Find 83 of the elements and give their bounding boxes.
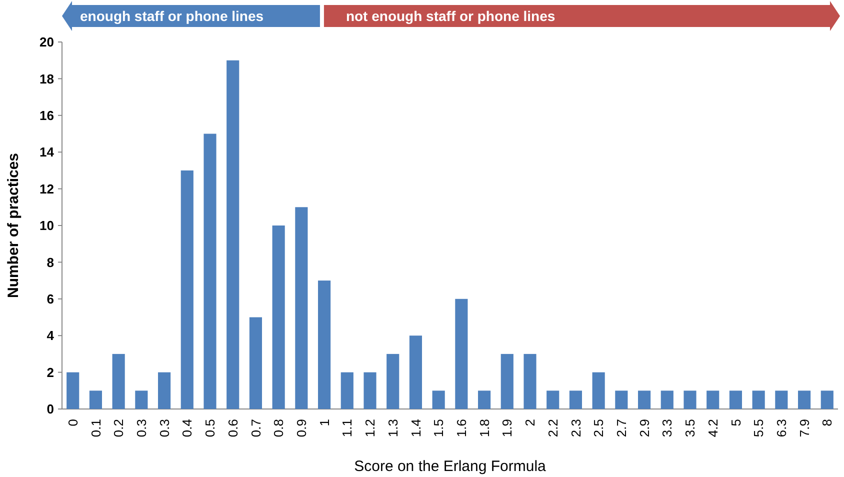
bar <box>226 60 240 409</box>
y-tick-label: 0 <box>46 402 54 417</box>
x-tick-label: 1.1 <box>340 419 355 438</box>
bar <box>478 390 491 409</box>
bar <box>272 226 285 409</box>
y-tick-label: 4 <box>46 328 55 344</box>
bar <box>615 390 628 409</box>
x-tick-label: 2.2 <box>545 419 560 438</box>
bar <box>660 390 674 409</box>
x-tick-label: 8 <box>820 419 835 426</box>
bar <box>158 372 171 409</box>
bar <box>386 354 400 409</box>
bar <box>546 390 560 409</box>
bar <box>295 207 308 409</box>
x-tick-label: 0.8 <box>271 419 286 438</box>
y-tick-label: 6 <box>46 291 54 306</box>
x-tick-label: 0.6 <box>225 419 240 438</box>
x-tick-label: 0.9 <box>294 419 309 438</box>
x-tick-label: 5.5 <box>751 419 766 438</box>
x-tick-label: 6.3 <box>774 419 789 438</box>
bar <box>409 336 422 409</box>
x-tick-label: 0.5 <box>202 419 218 438</box>
y-tick-label: 8 <box>46 254 54 270</box>
y-tick-label: 16 <box>40 108 54 123</box>
bar <box>340 372 354 409</box>
bar <box>180 170 194 409</box>
bar <box>204 134 216 409</box>
x-tick-label: 1.2 <box>362 419 378 438</box>
x-tick-label: 1 <box>316 419 332 426</box>
x-tick-label: 5 <box>728 419 744 426</box>
bar <box>500 354 514 409</box>
x-tick-label: 0.3 <box>134 419 149 438</box>
x-tick-label: 1.9 <box>500 419 515 438</box>
bar <box>775 390 788 409</box>
bar <box>135 390 148 409</box>
x-tick-label: 3.5 <box>682 419 698 438</box>
x-tick-label: 2.5 <box>591 419 606 438</box>
y-tick-label: 14 <box>40 144 55 160</box>
x-tick-label: 1.4 <box>408 419 424 438</box>
x-tick-label: 1.8 <box>476 419 492 438</box>
x-tick-label: 0.2 <box>111 419 126 438</box>
x-tick-label: 2.7 <box>614 419 629 438</box>
bar <box>89 390 102 409</box>
bar <box>798 390 811 409</box>
bar <box>455 298 468 409</box>
y-tick-label: 18 <box>40 71 54 86</box>
bar <box>684 390 696 409</box>
bar <box>592 372 605 409</box>
x-tick-label: 0 <box>65 419 80 426</box>
bar <box>820 390 834 409</box>
text: enough staff or phone lines <box>80 8 264 24</box>
bar <box>112 354 125 409</box>
y-axis-title: Number of practices <box>5 152 22 298</box>
bar <box>432 390 445 409</box>
y-tick-label: 20 <box>40 34 54 50</box>
x-tick-label: 2.9 <box>636 419 652 438</box>
x-tick-label: 1.6 <box>454 419 469 438</box>
x-tick-label: 1.5 <box>431 419 446 438</box>
x-tick-label: 3.3 <box>660 419 675 438</box>
y-tick-label: 10 <box>40 218 54 234</box>
x-tick-label: 2.3 <box>568 419 584 438</box>
x-tick-label: 0.1 <box>88 419 104 438</box>
x-tick-label: 1.3 <box>385 419 400 438</box>
bar <box>249 317 262 409</box>
bar <box>318 280 331 409</box>
bar <box>638 390 651 409</box>
bar <box>524 354 536 409</box>
x-tick-label: 0.3 <box>156 419 172 438</box>
x-axis-title: Score on the Erlang Formula <box>354 458 547 475</box>
bar <box>66 372 80 409</box>
y-tick-label: 12 <box>40 181 54 196</box>
bar <box>752 390 765 409</box>
x-tick-label: 2 <box>522 419 538 426</box>
y-tick-label: 2 <box>46 364 54 380</box>
x-tick-label: 7.9 <box>796 419 812 438</box>
text: not enough staff or phone lines <box>346 8 556 24</box>
bar <box>706 390 720 409</box>
x-tick-label: 4.2 <box>705 419 720 438</box>
x-tick-label: 0.7 <box>248 419 264 438</box>
bar <box>364 372 376 409</box>
x-tick-label: 0.4 <box>180 419 195 438</box>
bar <box>729 390 742 409</box>
bar <box>569 390 582 409</box>
